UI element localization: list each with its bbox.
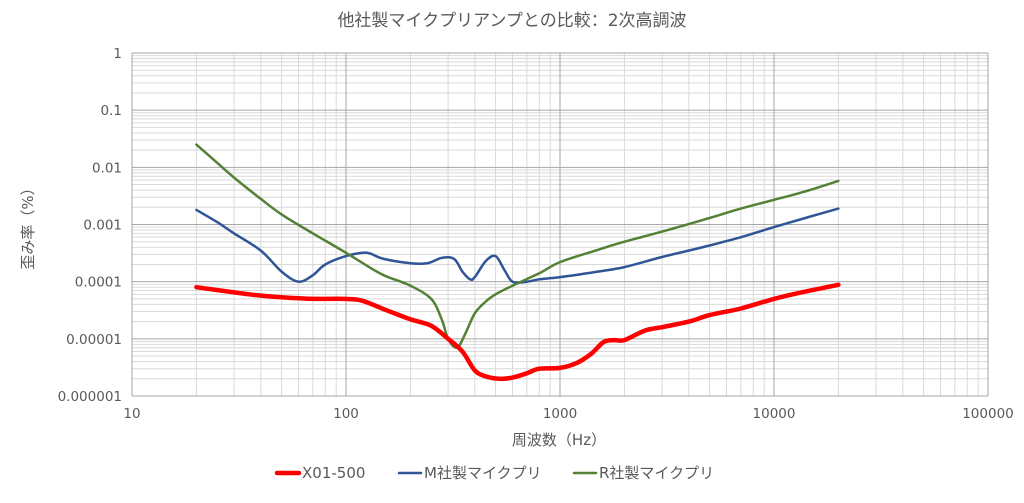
chart-title: 他社製マイクプリアンプとの比較：2次高調波 — [337, 11, 686, 31]
legend-label: M社製マイクプリ — [424, 464, 542, 482]
y-tick-label: 0.01 — [92, 160, 122, 176]
chart-legend: X01-500 M社製マイクプリ R社製マイクプリ — [274, 464, 714, 482]
series-line-2 — [195, 207, 840, 284]
y-tick-label: 0.00001 — [66, 332, 122, 348]
y-axis-label: 歪み率（%） — [19, 180, 37, 269]
x-tick-label: 100000 — [962, 406, 1014, 422]
x-tick-label: 1000 — [543, 406, 577, 422]
x-tick-label: 100 — [333, 406, 359, 422]
y-tick-label: 0.1 — [101, 103, 122, 119]
x-axis-label: 周波数（Hz） — [512, 431, 606, 449]
series-lines — [194, 143, 841, 382]
y-tick-label: 0.0001 — [75, 275, 122, 291]
x-axis-ticks: 10 100 1000 10000 100000 — [123, 406, 1013, 422]
x-tick-label: 10 — [123, 406, 140, 422]
series-line-3 — [195, 143, 840, 349]
y-tick-label: 0.001 — [83, 218, 122, 234]
major-gridlines — [131, 52, 989, 397]
series-line-1 — [194, 282, 841, 382]
y-tick-label: 0.000001 — [58, 389, 122, 405]
legend-label: X01-500 — [302, 464, 365, 482]
y-tick-label: 1 — [113, 46, 122, 62]
y-axis-ticks: 0.000001 0.00001 0.0001 0.001 0.01 0.1 1 — [58, 46, 122, 405]
legend-label: R社製マイクプリ — [599, 464, 714, 482]
x-tick-label: 10000 — [753, 406, 796, 422]
